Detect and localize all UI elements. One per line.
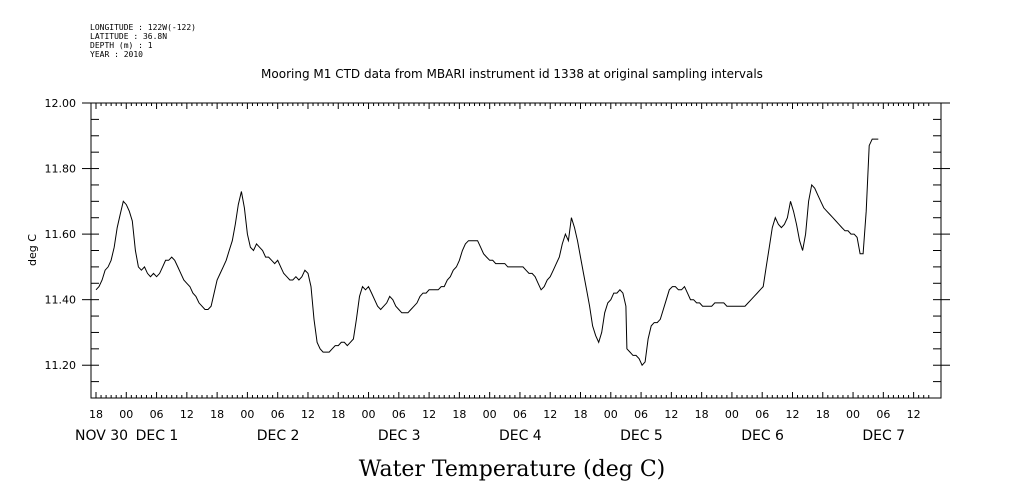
x-hour-tick-label: 18 (452, 408, 466, 421)
x-hour-tick-label: 18 (331, 408, 345, 421)
x-hour-tick-label: 06 (634, 408, 648, 421)
metadata-block: LONGITUDE : 122W(-122) LATITUDE : 36.8N … (90, 23, 196, 59)
x-day-label: NOV 30 (75, 428, 128, 444)
meta-year: YEAR : 2010 (90, 50, 143, 59)
y-axis: 11.20 11.40 11.60 11.80 12.00 (45, 97, 950, 399)
x-axis: 18 00 06 12 18 00 06 12 18 00 06 12 18 00 06 12 18 00 06 12… (75, 408, 921, 444)
x-hour-tick-label: 06 (876, 408, 890, 421)
plot-frame (90, 102, 942, 399)
y-tick-label: 11.60 (45, 228, 77, 241)
y-tick-label: 11.20 (45, 359, 77, 372)
y-tick-label: 12.00 (45, 97, 77, 110)
x-hour-tick-label: 12 (543, 408, 557, 421)
minor-ticks (95, 103, 930, 398)
series-line (95, 138, 879, 367)
meta-latitude: LATITUDE : 36.8N (90, 32, 167, 41)
meta-depth: DEPTH (m) : 1 (90, 41, 153, 50)
x-hour-tick-label: 12 (301, 408, 315, 421)
meta-longitude: LONGITUDE : 122W(-122) (90, 23, 196, 32)
x-hour-tick-label: 18 (816, 408, 830, 421)
x-day-label: DEC 6 (741, 428, 784, 444)
x-hour-tick-label: 18 (695, 408, 709, 421)
x-hour-tick-label: 18 (210, 408, 224, 421)
x-day-label: DEC 5 (620, 428, 663, 444)
x-hour-tick-label: 18 (89, 408, 103, 421)
x-hour-tick-label: 00 (725, 408, 739, 421)
x-hour-tick-label: 00 (119, 408, 133, 421)
y-tick-label: 11.40 (45, 294, 77, 307)
x-day-label: DEC 2 (257, 428, 300, 444)
x-day-label: DEC 3 (378, 428, 421, 444)
x-hour-tick-label: 00 (240, 408, 254, 421)
x-day-label: DEC 4 (499, 428, 542, 444)
x-hour-tick-label: 12 (664, 408, 678, 421)
x-hour-tick-label: 12 (422, 408, 436, 421)
chart-title: Mooring M1 CTD data from MBARI instrumen… (261, 67, 763, 81)
x-hour-tick-label: 00 (846, 408, 860, 421)
x-hour-tick-label: 12 (180, 408, 194, 421)
x-hour-tick-label: 06 (271, 408, 285, 421)
x-hour-tick-label: 18 (574, 408, 588, 421)
x-hour-tick-label: 06 (513, 408, 527, 421)
x-hour-tick-label: 00 (362, 408, 376, 421)
x-hour-tick-label: 12 (907, 408, 921, 421)
x-hour-tick-label: 06 (392, 408, 406, 421)
x-day-label: DEC 1 (136, 428, 179, 444)
x-hour-tick-label: 06 (755, 408, 769, 421)
x-axis-label: Water Temperature (deg C) (359, 457, 666, 482)
x-hour-tick-label: 06 (150, 408, 164, 421)
y-tick-label: 11.80 (45, 163, 77, 176)
x-day-label: DEC 7 (862, 428, 905, 444)
x-hour-tick-label: 12 (785, 408, 799, 421)
x-hour-tick-label: 00 (604, 408, 618, 421)
x-hour-tick-label: 00 (483, 408, 497, 421)
y-axis-label: deg C (26, 234, 39, 266)
